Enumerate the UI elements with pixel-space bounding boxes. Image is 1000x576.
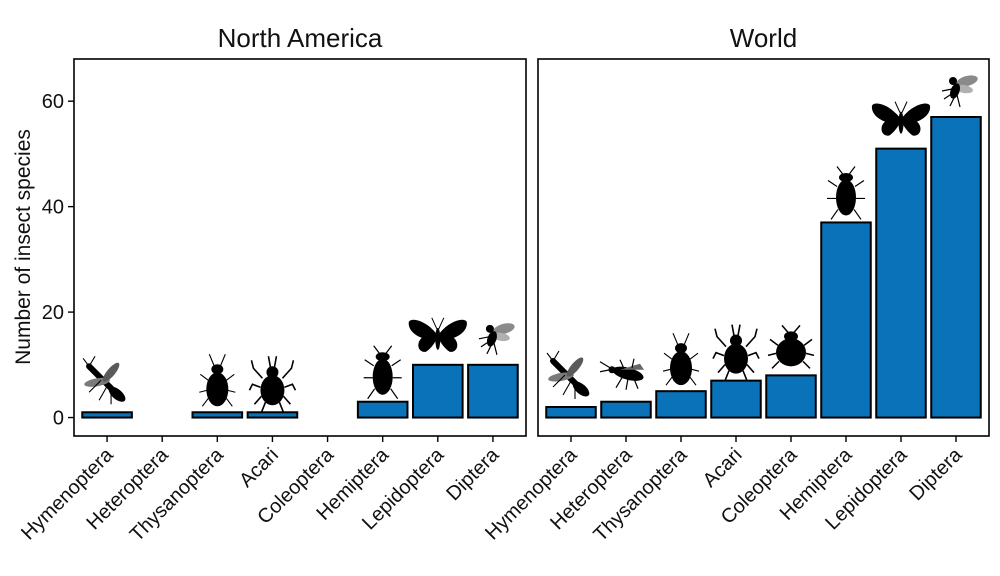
- bar-world-acari: [710, 379, 762, 419]
- moth-world-icon: [871, 101, 931, 136]
- y-tick-label-40: 40: [42, 197, 64, 219]
- bar-world-hymenoptera: [545, 406, 597, 419]
- hemipteran-bug-north-america-icon: [363, 345, 402, 400]
- fly-world-icon: [941, 75, 978, 108]
- bar-world-heteroptera: [600, 400, 652, 419]
- thrips-north-america-icon: [199, 354, 236, 407]
- bar-north-america-diptera: [467, 363, 519, 419]
- bar-world-diptera: [930, 116, 982, 419]
- wasp-north-america-icon: [82, 355, 126, 405]
- y-tick-label-20: 20: [42, 302, 64, 324]
- panel-title-world: World: [730, 23, 797, 53]
- x-tick-label-north-america-hymenoptera: Hymenoptera: [17, 443, 118, 544]
- panel-north-america: North AmericaHymenopteraHeteropteraThysa…: [17, 23, 527, 546]
- x-tick-label-north-america-acari: Acari: [235, 444, 283, 492]
- bar-world-thysanoptera: [655, 390, 707, 419]
- thrips-world-icon: [662, 332, 700, 386]
- y-tick-label-60: 60: [42, 91, 64, 113]
- panel-frame-world: [537, 58, 990, 437]
- bar-world-coleoptera: [765, 374, 817, 419]
- panel-frame-north-america: [73, 58, 527, 437]
- bar-north-america-thysanoptera: [191, 411, 244, 419]
- wasp-world-icon: [546, 350, 590, 399]
- y-axis-label: Number of insect species: [12, 129, 35, 365]
- bar-north-america-hemiptera: [356, 400, 409, 419]
- heteropteran-bug-world-icon: [599, 358, 644, 390]
- x-tick-label-north-america-diptera: Diptera: [442, 443, 504, 505]
- moth-north-america-icon: [408, 317, 467, 352]
- mite-world-icon: [712, 324, 760, 381]
- panels-layer: North AmericaHymenopteraHeteropteraThysa…: [17, 23, 990, 546]
- fly-north-america-icon: [478, 323, 515, 355]
- x-tick-label-world-acari: Acari: [699, 444, 747, 492]
- bar-north-america-acari: [246, 411, 299, 419]
- bar-north-america-lepidoptera: [412, 363, 464, 419]
- bar-north-america-hymenoptera: [81, 411, 133, 419]
- mite-north-america-icon: [248, 356, 297, 413]
- y-tick-label-0: 0: [53, 408, 64, 430]
- beetle-world-icon: [767, 324, 815, 369]
- panel-title-north-america: North America: [218, 23, 383, 53]
- bar-world-lepidoptera: [875, 147, 927, 419]
- hemipteran-bug-world-icon: [827, 166, 865, 220]
- bar-world-hemiptera: [820, 221, 872, 419]
- x-tick-label-world-diptera: Diptera: [905, 443, 967, 505]
